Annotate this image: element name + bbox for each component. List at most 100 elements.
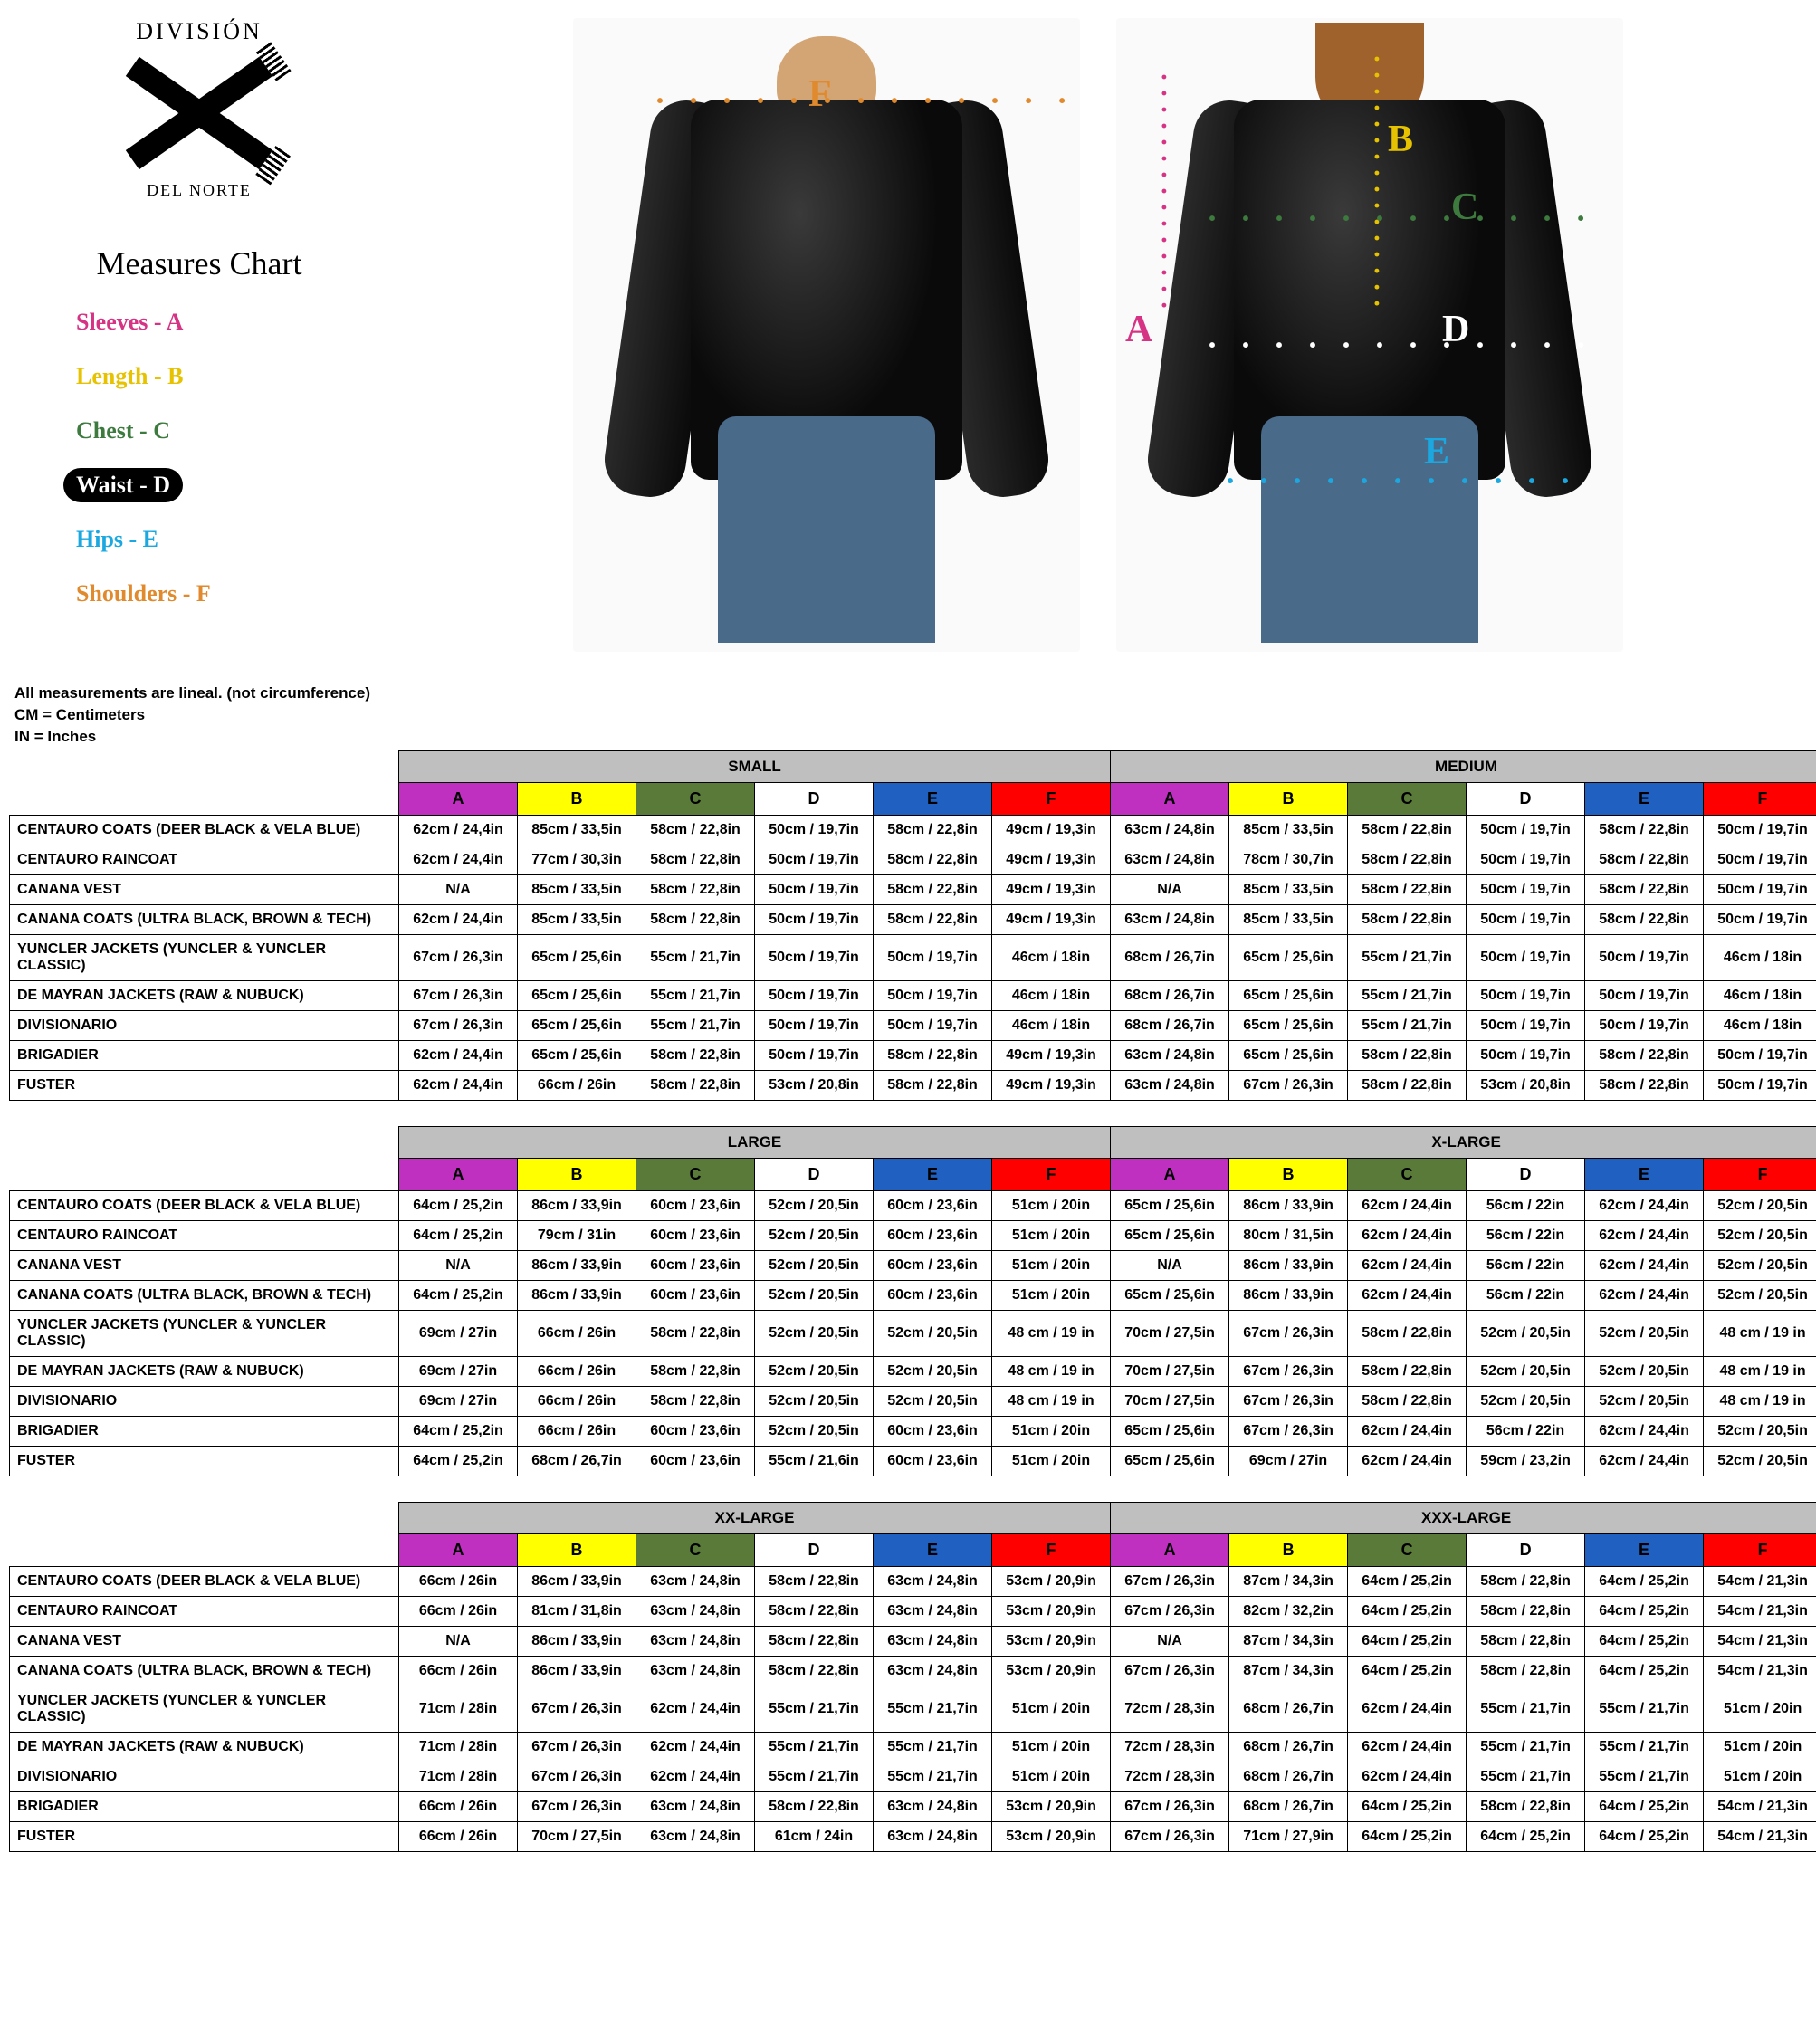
measurement-cell: 53cm / 20,9in: [992, 1657, 1111, 1686]
measurement-cell: 64cm / 25,2in: [1585, 1567, 1704, 1597]
measurement-cell: 52cm / 20,5in: [1704, 1221, 1816, 1251]
measurement-cell: 58cm / 22,8in: [1467, 1567, 1585, 1597]
measurement-cell: 56cm / 22in: [1467, 1221, 1585, 1251]
measurement-cell: 56cm / 22in: [1467, 1191, 1585, 1221]
measurement-cell: 58cm / 22,8in: [1467, 1597, 1585, 1627]
measurement-cell: 67cm / 26,3in: [518, 1762, 636, 1792]
column-header: A: [1111, 1159, 1229, 1191]
measurement-cell: 67cm / 26,3in: [399, 1011, 518, 1041]
measurement-cell: 62cm / 24,4in: [1348, 1447, 1467, 1476]
measurement-cell: 51cm / 20in: [992, 1762, 1111, 1792]
measurement-cell: 50cm / 19,7in: [755, 905, 874, 935]
measurement-cell: 61cm / 24in: [755, 1822, 874, 1852]
measurement-cell: 71cm / 28in: [399, 1733, 518, 1762]
note-line: All measurements are lineal. (not circum…: [14, 683, 1802, 704]
measurement-cell: 50cm / 19,7in: [1704, 875, 1816, 905]
table-row: CANANA COATS (ULTRA BLACK, BROWN & TECH)…: [10, 1281, 1816, 1311]
measurement-cell: 50cm / 19,7in: [1467, 1041, 1585, 1071]
measurement-cell: 65cm / 25,6in: [1229, 1041, 1348, 1071]
marker-c: C: [1451, 186, 1478, 229]
measurement-cell: 64cm / 25,2in: [399, 1417, 518, 1447]
column-header: E: [874, 1159, 992, 1191]
measurement-cell: 60cm / 23,6in: [874, 1191, 992, 1221]
measurement-cell: 58cm / 22,8in: [874, 905, 992, 935]
table-row: CANANA COATS (ULTRA BLACK, BROWN & TECH)…: [10, 905, 1816, 935]
measurement-cell: 64cm / 25,2in: [1348, 1822, 1467, 1852]
measurement-cell: 65cm / 25,6in: [1111, 1281, 1229, 1311]
measurement-cell: 46cm / 18in: [1704, 1011, 1816, 1041]
measurement-cell: 58cm / 22,8in: [636, 1357, 755, 1387]
measurement-cell: 50cm / 19,7in: [1704, 1071, 1816, 1101]
measurement-cell: 60cm / 23,6in: [636, 1221, 755, 1251]
measurement-cell: 56cm / 22in: [1467, 1251, 1585, 1281]
measurement-cell: 67cm / 26,3in: [1111, 1567, 1229, 1597]
product-label: FUSTER: [10, 1071, 399, 1101]
measurement-cell: 64cm / 25,2in: [1467, 1822, 1585, 1852]
legend-item: Length - B: [63, 359, 196, 394]
measurement-cell: 66cm / 26in: [399, 1822, 518, 1852]
measurement-cell: 51cm / 20in: [992, 1251, 1111, 1281]
product-label: CANANA VEST: [10, 1627, 399, 1657]
product-label: BRIGADIER: [10, 1792, 399, 1822]
product-label: CENTAURO RAINCOAT: [10, 1221, 399, 1251]
measurement-cell: 63cm / 24,8in: [1111, 905, 1229, 935]
measurement-cell: 60cm / 23,6in: [636, 1447, 755, 1476]
measurement-cell: 48 cm / 19 in: [1704, 1311, 1816, 1357]
column-header: E: [1585, 1159, 1704, 1191]
measurement-cell: 58cm / 22,8in: [1585, 816, 1704, 845]
column-header: D: [755, 1534, 874, 1567]
table-row: CENTAURO COATS (DEER BLACK & VELA BLUE)6…: [10, 1191, 1816, 1221]
measurement-cell: 62cm / 24,4in: [1348, 1281, 1467, 1311]
measurement-cell: 86cm / 33,9in: [518, 1567, 636, 1597]
measurement-cell: 87cm / 34,3in: [1229, 1657, 1348, 1686]
sleeve-dots: ···············: [1148, 72, 1179, 317]
table-row: CANANA VESTN/A86cm / 33,9in60cm / 23,6in…: [10, 1251, 1816, 1281]
measurement-cell: 58cm / 22,8in: [755, 1627, 874, 1657]
measurement-cell: 66cm / 26in: [518, 1071, 636, 1101]
product-label: BRIGADIER: [10, 1417, 399, 1447]
column-header: C: [636, 1159, 755, 1191]
table-row: FUSTER62cm / 24,4in66cm / 26in58cm / 22,…: [10, 1071, 1816, 1101]
chart-title: Measures Chart: [97, 244, 302, 282]
measurement-cell: 53cm / 20,8in: [755, 1071, 874, 1101]
column-header: B: [1229, 1159, 1348, 1191]
measurement-cell: 58cm / 22,8in: [1585, 1071, 1704, 1101]
measurement-cell: 55cm / 21,7in: [636, 1011, 755, 1041]
measurement-cell: 60cm / 23,6in: [874, 1447, 992, 1476]
product-label: DIVISIONARIO: [10, 1387, 399, 1417]
measurement-cell: 54cm / 21,3in: [1704, 1597, 1816, 1627]
measurement-cell: 58cm / 22,8in: [1585, 875, 1704, 905]
column-header: B: [518, 783, 636, 816]
measurement-cell: 46cm / 18in: [992, 935, 1111, 981]
measurement-cell: 67cm / 26,3in: [1111, 1597, 1229, 1627]
measurement-cell: 55cm / 21,7in: [1585, 1762, 1704, 1792]
measurement-cell: 69cm / 27in: [399, 1357, 518, 1387]
measurement-cell: 66cm / 26in: [518, 1357, 636, 1387]
corner-cell: [10, 1534, 399, 1567]
measurement-cell: 52cm / 20,5in: [874, 1387, 992, 1417]
table-row: FUSTER64cm / 25,2in68cm / 26,7in60cm / 2…: [10, 1447, 1816, 1476]
measurement-cell: 53cm / 20,9in: [992, 1597, 1111, 1627]
column-header: C: [1348, 783, 1467, 816]
measurement-cell: 65cm / 25,6in: [1111, 1191, 1229, 1221]
model-back: · · · · · · · · · · · · · F: [573, 18, 1080, 652]
brand-bot: DEL NORTE: [91, 181, 308, 200]
corner-cell: [10, 1503, 399, 1534]
measurement-cell: 58cm / 22,8in: [1348, 905, 1467, 935]
measurement-cell: 67cm / 26,3in: [1229, 1357, 1348, 1387]
measurement-cell: 65cm / 25,6in: [1111, 1417, 1229, 1447]
measurement-cell: 49cm / 19,3in: [992, 845, 1111, 875]
measurement-cell: 52cm / 20,5in: [1704, 1417, 1816, 1447]
measurement-cell: 55cm / 21,7in: [1467, 1762, 1585, 1792]
table-row: DE MAYRAN JACKETS (RAW & NUBUCK)67cm / 2…: [10, 981, 1816, 1011]
measurement-cell: 66cm / 26in: [399, 1597, 518, 1627]
measurement-cell: 64cm / 25,2in: [1348, 1597, 1467, 1627]
measurement-cell: 69cm / 27in: [1229, 1447, 1348, 1476]
measurement-cell: 62cm / 24,4in: [1585, 1191, 1704, 1221]
measurement-cell: 65cm / 25,6in: [1229, 1011, 1348, 1041]
measurement-cell: 52cm / 20,5in: [1467, 1311, 1585, 1357]
measurement-cell: 71cm / 28in: [399, 1686, 518, 1733]
brand-logo: DIVISIÓN DEL NORTE: [91, 18, 308, 217]
legend-item: Sleeves - A: [63, 305, 196, 339]
measurement-cell: 60cm / 23,6in: [874, 1221, 992, 1251]
